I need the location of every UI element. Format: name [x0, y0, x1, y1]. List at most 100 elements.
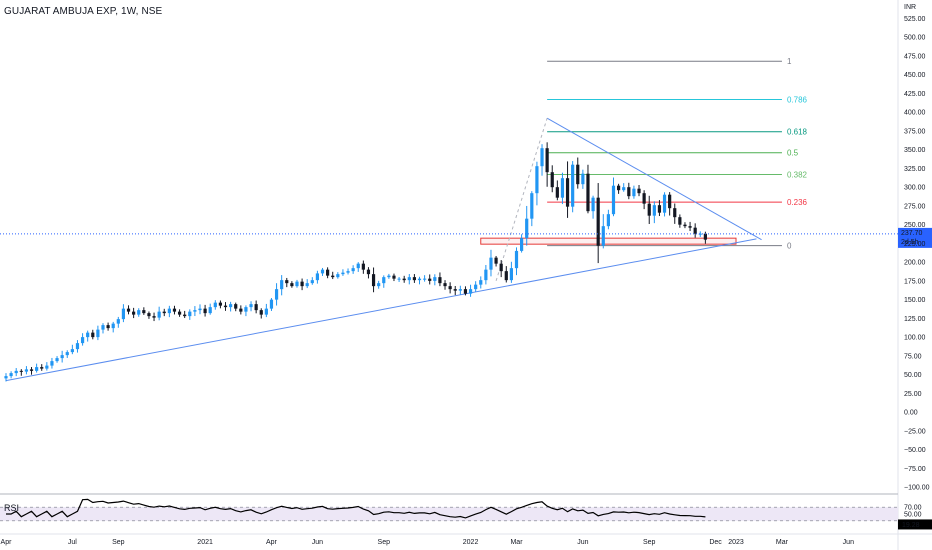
candle: [438, 272, 442, 287]
candle-body: [673, 208, 677, 218]
candle-body: [627, 187, 631, 197]
candle: [254, 300, 258, 314]
fibonacci-retracement[interactable]: 1 0.786 0.618 0.5 0.382 0.236 0: [547, 57, 808, 251]
candle: [596, 183, 600, 264]
candle: [86, 330, 90, 342]
candle: [668, 192, 672, 216]
candle-body: [586, 173, 590, 212]
candle-body: [4, 376, 8, 379]
candle-body: [320, 269, 325, 274]
candle-body: [433, 277, 437, 281]
candle: [361, 260, 365, 274]
candle: [234, 302, 238, 312]
candle-body: [535, 166, 539, 194]
candle: [550, 165, 554, 193]
candle-body: [19, 370, 23, 372]
candle: [581, 169, 585, 189]
price-tick-label: 325.00: [904, 166, 926, 173]
support-zone[interactable]: [480, 237, 737, 245]
candle-body: [55, 358, 59, 362]
time-tick-label: Jun: [312, 539, 323, 546]
candle-body: [331, 275, 335, 278]
candle: [60, 350, 64, 363]
candle: [468, 284, 473, 297]
candle-body: [622, 187, 626, 191]
price-axis[interactable]: INR 525.00 500.00 475.00 450.00 425.00 400.00 3…: [904, 4, 930, 519]
candle-body: [295, 281, 299, 287]
candle-body: [147, 313, 151, 317]
candle: [678, 214, 682, 228]
candle-body: [361, 263, 365, 270]
fib-anchor-leg: [495, 118, 548, 282]
candle-body: [305, 283, 309, 287]
candle-body: [75, 343, 80, 350]
candle: [116, 316, 120, 328]
candle: [611, 177, 616, 217]
trendlines[interactable]: [5, 117, 762, 382]
candle-body: [463, 289, 468, 294]
candle: [70, 344, 74, 355]
candle: [377, 280, 381, 289]
candle-body: [188, 311, 192, 317]
candle: [540, 144, 544, 176]
candle: [545, 142, 549, 187]
price-tick-label: 75.00: [904, 353, 922, 360]
candle-body: [229, 304, 233, 308]
candle: [351, 265, 355, 274]
candle-body: [116, 319, 120, 324]
candle-body: [703, 233, 707, 240]
candle-body: [560, 178, 565, 198]
candle-body: [576, 164, 580, 185]
time-axis[interactable]: Apr Jul Sep 2021 Apr Jun Sep 2022 Mar Jun Sep Dec 20…: [1, 539, 855, 546]
candle-body: [678, 217, 682, 225]
price-tick-label: 225.00: [904, 241, 926, 248]
candle: [397, 277, 401, 282]
price-tick-label: −50.00: [904, 447, 926, 454]
candle: [341, 269, 345, 276]
candle: [601, 214, 605, 249]
candle: [479, 276, 483, 289]
candle-body: [698, 233, 702, 235]
candle: [106, 322, 110, 331]
candle-body: [683, 224, 687, 227]
candle-body: [80, 337, 85, 344]
candle: [40, 364, 44, 371]
candle-body: [29, 369, 34, 371]
candle-body: [290, 283, 294, 287]
candle-body: [540, 148, 544, 167]
candle: [494, 255, 498, 267]
candle-body: [637, 188, 641, 194]
candle: [310, 277, 314, 285]
candle-body: [218, 302, 223, 306]
candle-body: [392, 275, 396, 279]
candle-body: [96, 329, 100, 338]
candle-body: [132, 311, 136, 315]
candle: [280, 275, 284, 296]
candle-body: [259, 310, 263, 315]
candle-body: [65, 352, 69, 356]
candle-body: [397, 278, 401, 280]
candle-body: [249, 304, 253, 308]
candle-body: [453, 289, 457, 291]
candle-body: [693, 227, 697, 234]
candle-body: [509, 268, 513, 281]
candle-body: [172, 308, 177, 312]
candle: [213, 300, 217, 310]
time-tick-label: Sep: [378, 539, 391, 546]
candle: [80, 333, 85, 346]
price-tick-label: 450.00: [904, 72, 926, 79]
candle-body: [35, 367, 39, 371]
candle: [147, 311, 151, 319]
candle-body: [555, 187, 559, 198]
candle-body: [468, 289, 473, 294]
candle-body: [198, 308, 202, 311]
candle: [657, 200, 662, 217]
candle: [29, 367, 34, 375]
candle: [315, 270, 320, 284]
candle-body: [448, 286, 452, 290]
price-tick-label: 100.00: [904, 335, 926, 342]
candle-body: [668, 194, 672, 209]
candle: [55, 356, 59, 363]
candle: [4, 373, 8, 382]
